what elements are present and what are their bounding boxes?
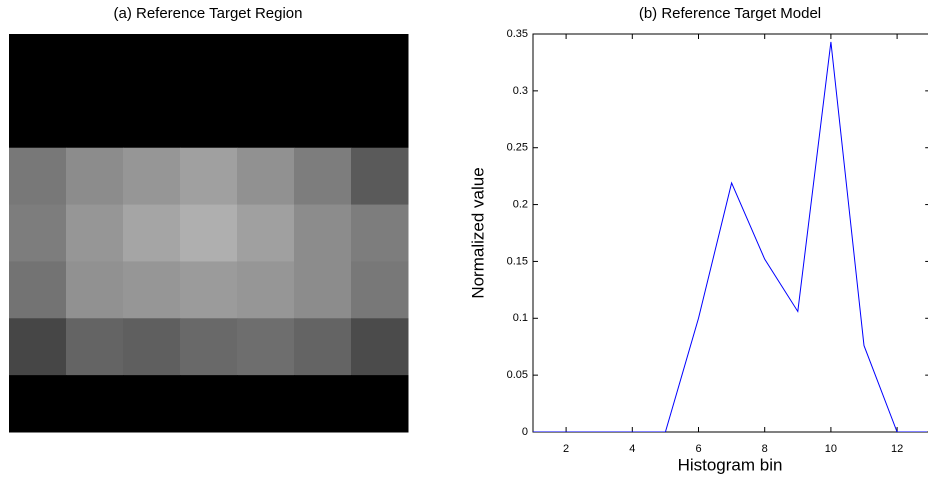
pixel-cell <box>123 318 181 375</box>
pixel-cell <box>123 261 181 318</box>
x-tick-label: 10 <box>825 443 837 455</box>
pixel-cell <box>66 34 124 91</box>
pixel-cell <box>9 91 67 148</box>
pixel-cell <box>294 375 352 432</box>
y-tick-label: 0.05 <box>507 369 528 381</box>
x-tick-label: 2 <box>563 443 569 455</box>
pixel-cell <box>351 34 409 91</box>
pixel-cell <box>294 318 352 375</box>
pixel-cell <box>237 318 295 375</box>
x-tick-label: 4 <box>629 443 635 455</box>
pixel-cell <box>66 375 124 432</box>
pixel-cell <box>294 205 352 262</box>
pixel-cell <box>180 34 238 91</box>
pixel-cell <box>180 91 238 148</box>
data-line <box>533 42 928 432</box>
figure: (a) Reference Target Region (b) Referenc… <box>0 0 928 485</box>
pixel-cell <box>66 205 124 262</box>
pixel-cell <box>180 261 238 318</box>
plot-frame <box>533 34 928 432</box>
pixel-cell <box>123 375 181 432</box>
x-tick-label: 12 <box>891 443 903 455</box>
pixel-cell <box>351 261 409 318</box>
pixel-cell <box>237 91 295 148</box>
pixel-cell <box>123 205 181 262</box>
pixel-cell <box>123 91 181 148</box>
x-axis-label: Histogram bin <box>678 455 783 474</box>
y-axis-label: Normalized value <box>468 167 487 298</box>
chart-title: (b) Reference Target Model <box>639 5 821 22</box>
pixel-cell <box>237 34 295 91</box>
pixel-cell <box>9 318 67 375</box>
pixel-cell <box>9 148 67 205</box>
y-tick-label: 0.2 <box>513 198 528 210</box>
y-tick-label: 0 <box>522 426 528 438</box>
pixel-cell <box>351 91 409 148</box>
pixel-cell <box>294 148 352 205</box>
pixel-cell <box>66 148 124 205</box>
y-tick-label: 0.25 <box>507 142 528 154</box>
pixel-cell <box>66 261 124 318</box>
pixel-cell <box>66 91 124 148</box>
y-tick-label: 0.3 <box>513 85 528 97</box>
pixel-cell <box>180 375 238 432</box>
pixel-cell <box>237 148 295 205</box>
pixel-cell <box>180 148 238 205</box>
pixel-cell <box>123 148 181 205</box>
pixel-cell <box>351 375 409 432</box>
pixel-cell <box>294 91 352 148</box>
pixel-cell <box>9 205 67 262</box>
pixel-cell <box>9 261 67 318</box>
pixel-cell <box>180 318 238 375</box>
pixel-cell <box>237 205 295 262</box>
pixel-cell <box>351 148 409 205</box>
pixel-cell <box>294 34 352 91</box>
x-tick-label: 6 <box>695 443 701 455</box>
pixel-cell <box>351 318 409 375</box>
pixel-cell <box>123 34 181 91</box>
chart-title: (a) Reference Target Region <box>114 5 303 22</box>
pixel-cell <box>237 261 295 318</box>
pixel-cell <box>294 261 352 318</box>
x-tick-label: 8 <box>762 443 768 455</box>
pixel-cell <box>351 205 409 262</box>
y-tick-label: 0.35 <box>507 28 528 40</box>
pixel-cell <box>180 205 238 262</box>
pixel-cell <box>66 318 124 375</box>
pixel-cell <box>9 34 67 91</box>
y-tick-label: 0.1 <box>513 312 528 324</box>
y-tick-label: 0.15 <box>507 255 528 267</box>
pixel-cell <box>9 375 67 432</box>
pixel-cell <box>237 375 295 432</box>
